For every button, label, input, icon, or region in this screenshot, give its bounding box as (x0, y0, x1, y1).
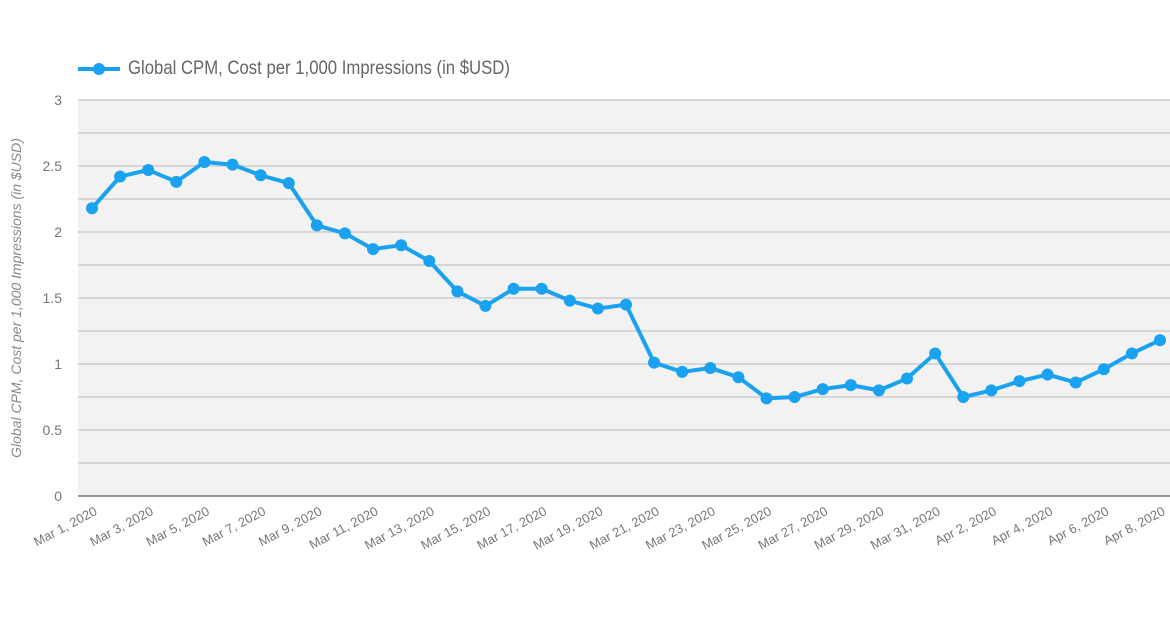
chart-legend: Global CPM, Cost per 1,000 Impressions (… (78, 58, 562, 80)
y-tick-label: 1 (54, 356, 62, 372)
data-point (957, 391, 970, 403)
x-tick-label: Apr 8, 2020 (1101, 503, 1167, 548)
data-point (1125, 347, 1138, 360)
data-point (844, 379, 857, 392)
x-tick-label: Mar 3, 2020 (87, 503, 155, 549)
data-point (114, 170, 127, 183)
y-tick-label: 0.5 (43, 422, 63, 438)
data-point (535, 282, 548, 295)
data-point (591, 302, 604, 315)
data-point (254, 169, 267, 182)
x-tick-label: Mar 1, 2020 (31, 503, 99, 549)
y-tick-label: 2 (54, 224, 62, 240)
x-tick-label: Apr 4, 2020 (989, 503, 1055, 548)
data-point (507, 282, 520, 295)
data-point (929, 347, 942, 360)
data-point (282, 177, 295, 190)
data-point (563, 294, 576, 307)
data-point (198, 156, 211, 169)
data-point (226, 158, 239, 171)
data-point (1069, 376, 1082, 389)
y-tick-label: 1.5 (43, 290, 63, 306)
y-tick-label: 2.5 (43, 158, 63, 174)
data-point (423, 255, 436, 268)
data-point (1013, 375, 1026, 388)
data-point (704, 361, 717, 374)
legend-label: Global CPM, Cost per 1,000 Impressions (… (128, 58, 510, 79)
data-point (620, 298, 632, 311)
data-point (310, 219, 323, 232)
data-point (788, 391, 801, 403)
x-tick-label: Apr 2, 2020 (932, 503, 998, 548)
data-point (1041, 368, 1054, 381)
data-point (760, 392, 773, 405)
data-point (170, 175, 183, 188)
data-point (816, 383, 829, 396)
x-tick-label: Mar 7, 2020 (200, 503, 268, 549)
data-point (648, 356, 661, 369)
x-tick-label: Mar 5, 2020 (144, 503, 212, 549)
data-point (985, 384, 998, 397)
data-point (901, 372, 914, 385)
data-point (872, 384, 885, 397)
data-point (676, 365, 689, 378)
x-tick-label: Apr 6, 2020 (1045, 503, 1111, 548)
y-tick-label: 0 (54, 488, 62, 504)
data-point (367, 243, 380, 256)
legend-line-marker-icon (78, 63, 120, 75)
data-point (395, 239, 408, 252)
data-point (1097, 363, 1110, 376)
data-point (1154, 334, 1166, 347)
data-point (479, 299, 492, 312)
data-point (142, 163, 155, 176)
y-tick-label: 3 (54, 92, 62, 108)
data-point (451, 285, 464, 298)
data-point (86, 202, 98, 215)
data-point (338, 227, 351, 240)
data-point (732, 371, 745, 384)
